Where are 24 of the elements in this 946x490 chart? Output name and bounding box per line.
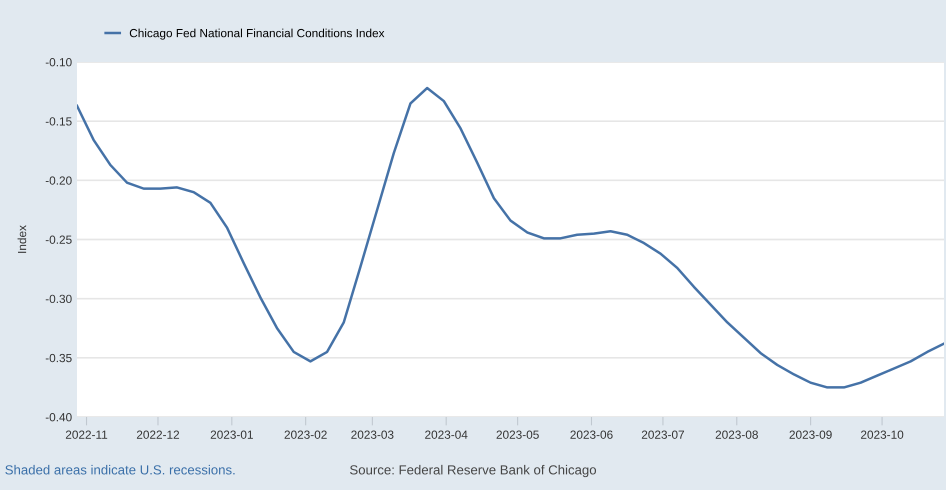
y-tick-label: -0.20 xyxy=(46,176,72,185)
y-tick-label: -0.35 xyxy=(46,354,72,362)
text: Shaded areas indicate U.S. recessions. xyxy=(5,464,235,475)
source-note: Source: Federal Reserve Bank of Chicago xyxy=(350,464,596,478)
y-tick-label: -0.15 xyxy=(46,117,72,126)
x-tick-label: 2023-09 xyxy=(790,430,832,439)
y-tick-label: -0.30 xyxy=(46,294,72,304)
x-tick-label: 2022-11 xyxy=(66,430,108,439)
y-tick-label: -0.25 xyxy=(46,236,72,244)
x-tick-label: 2023-06 xyxy=(570,430,613,439)
x-tick-label: 2023-10 xyxy=(861,430,904,439)
legend-label: Chicago Fed National Financial Conditions Index xyxy=(130,28,384,40)
x-tick-label: 2023-05 xyxy=(496,430,539,439)
x-tick-label: 2023-08 xyxy=(716,430,758,439)
x-tick-label: 2023-03 xyxy=(351,430,394,439)
y-axis-title: Index xyxy=(18,225,26,253)
x-tick-label: 2023-04 xyxy=(425,430,468,439)
line-series xyxy=(77,86,944,389)
x-tick-label: 2023-07 xyxy=(642,430,684,439)
y-tick-label: -0.10 xyxy=(46,58,72,66)
x-tick-label: 2023-01 xyxy=(210,430,253,439)
y-tick-label: -0.40 xyxy=(46,413,72,422)
x-tick-label: 2022-12 xyxy=(136,430,180,439)
x-tick-label: 2023-02 xyxy=(284,430,327,439)
